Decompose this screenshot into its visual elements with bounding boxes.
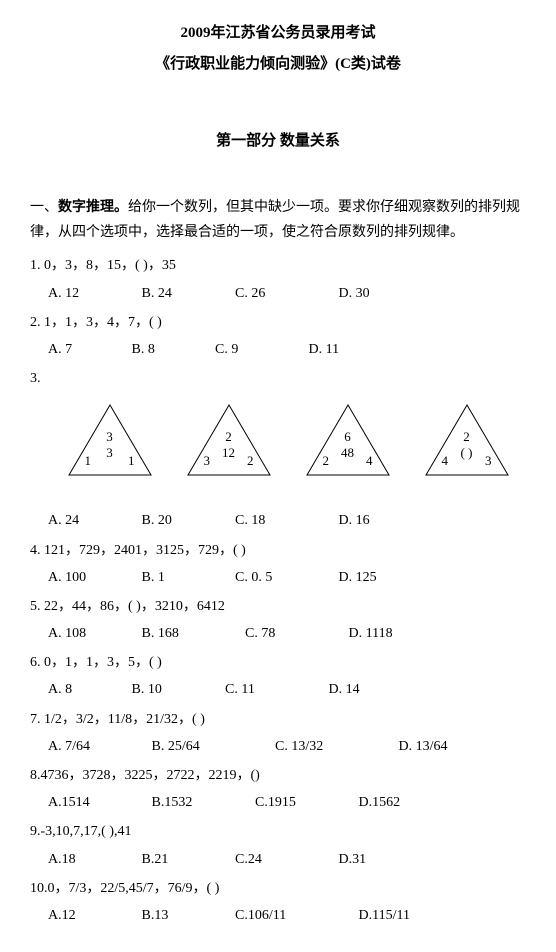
q7-options: A. 7/64 B. 25/64 C. 13/32 D. 13/64 <box>30 734 526 759</box>
q9-opt-c: C.24 <box>235 847 335 872</box>
instruction: 一、数字推理。给你一个数列，但其中缺少一项。要求你仔细观察数列的排列规律，从四个… <box>30 195 526 245</box>
triangle-br-num: 2 <box>247 449 254 472</box>
q8-options: A.1514 B.1532 C.1915 D.1562 <box>30 790 526 815</box>
triangle-mid-num: ( ) <box>422 441 512 464</box>
q4-opt-d: D. 125 <box>339 565 419 590</box>
q4-opt-c: C. 0. 5 <box>235 565 335 590</box>
q7-opt-d: D. 13/64 <box>399 734 499 759</box>
q8-stem: 8.4736，3728，3225，2722，2219，() <box>30 763 526 788</box>
q8-opt-d: D.1562 <box>359 790 439 815</box>
q2-opt-a: A. 7 <box>48 337 128 362</box>
q4-opt-b: B. 1 <box>142 565 232 590</box>
q6-opt-a: A. 8 <box>48 677 128 702</box>
q3-opt-a: A. 24 <box>48 508 138 533</box>
q2-stem: 2. 1，1，3，4，7，( ) <box>30 310 526 335</box>
q1-options: A. 12 B. 24 C. 26 D. 30 <box>30 281 526 306</box>
q10-opt-a: A.12 <box>48 903 138 928</box>
q10-options: A.12 B.13 C.106/11 D.115/11 <box>30 903 526 928</box>
q5-opt-c: C. 78 <box>245 621 345 646</box>
triangle-4: 2( )43 <box>422 403 512 478</box>
triangle-mid-num: 12 <box>184 441 274 464</box>
q10-opt-c: C.106/11 <box>235 903 355 928</box>
q7-opt-b: B. 25/64 <box>152 734 272 759</box>
q9-opt-b: B.21 <box>142 847 232 872</box>
q7-opt-a: A. 7/64 <box>48 734 148 759</box>
q5-opt-a: A. 108 <box>48 621 138 646</box>
triangle-br-num: 4 <box>366 449 373 472</box>
q5-stem: 5. 22，44，86，( )，3210，6412 <box>30 594 526 619</box>
triangle-bl-num: 3 <box>204 449 211 472</box>
q9-opt-a: A.18 <box>48 847 138 872</box>
q2-options: A. 7 B. 8 C. 9 D. 11 <box>30 337 526 362</box>
triangle-mid-num: 3 <box>65 441 155 464</box>
q6-stem: 6. 0，1，1，3，5，( ) <box>30 650 526 675</box>
triangle-3: 64824 <box>303 403 393 478</box>
q3-opt-b: B. 20 <box>142 508 232 533</box>
q1-stem: 1. 0，3，8，15，( )，35 <box>30 253 526 278</box>
q9-opt-d: D.31 <box>339 847 419 872</box>
q10-opt-d: D.115/11 <box>359 903 459 928</box>
q8-opt-c: C.1915 <box>255 790 355 815</box>
q3-options: A. 24 B. 20 C. 18 D. 16 <box>30 508 526 533</box>
instruction-prefix: 一、 <box>30 200 58 215</box>
q4-opt-a: A. 100 <box>48 565 138 590</box>
triangle-bl-num: 4 <box>442 449 449 472</box>
instruction-bold: 数字推理。 <box>58 200 128 215</box>
q10-stem: 10.0，7/3，22/5,45/7，76/9，( ) <box>30 876 526 901</box>
q1-opt-d: D. 30 <box>339 281 419 306</box>
triangle-br-num: 3 <box>485 449 492 472</box>
q2-opt-c: C. 9 <box>215 337 305 362</box>
q6-opt-d: D. 14 <box>329 677 409 702</box>
q3-opt-c: C. 18 <box>235 508 335 533</box>
q1-opt-c: C. 26 <box>235 281 335 306</box>
q4-stem: 4. 121，729，2401，3125，729，( ) <box>30 538 526 563</box>
q9-stem: 9.-3,10,7,17,( ),41 <box>30 819 526 844</box>
q6-opt-c: C. 11 <box>225 677 325 702</box>
q6-options: A. 8 B. 10 C. 11 D. 14 <box>30 677 526 702</box>
section-title: 第一部分 数量关系 <box>30 128 526 155</box>
q3-stem: 3. <box>30 366 526 391</box>
triangle-mid-num: 48 <box>303 441 393 464</box>
triangle-bl-num: 1 <box>85 449 92 472</box>
q5-opt-b: B. 168 <box>142 621 242 646</box>
q9-options: A.18 B.21 C.24 D.31 <box>30 847 526 872</box>
q5-options: A. 108 B. 168 C. 78 D. 1118 <box>30 621 526 646</box>
exam-title-main: 2009年江苏省公务员录用考试 <box>30 20 526 47</box>
q8-opt-a: A.1514 <box>48 790 148 815</box>
triangle-1: 3311 <box>65 403 155 478</box>
exam-title-sub: 《行政职业能力倾向测验》(C类)试卷 <box>30 51 526 78</box>
q1-opt-a: A. 12 <box>48 281 138 306</box>
q4-options: A. 100 B. 1 C. 0. 5 D. 125 <box>30 565 526 590</box>
q10-opt-b: B.13 <box>142 903 232 928</box>
q2-opt-b: B. 8 <box>132 337 212 362</box>
triangle-2: 21232 <box>184 403 274 478</box>
triangle-br-num: 1 <box>128 449 135 472</box>
q7-opt-c: C. 13/32 <box>275 734 395 759</box>
q1-opt-b: B. 24 <box>142 281 232 306</box>
triangle-bl-num: 2 <box>323 449 330 472</box>
q6-opt-b: B. 10 <box>132 677 222 702</box>
q8-opt-b: B.1532 <box>152 790 252 815</box>
q5-opt-d: D. 1118 <box>349 621 429 646</box>
q3-opt-d: D. 16 <box>339 508 419 533</box>
q2-opt-d: D. 11 <box>309 337 389 362</box>
triangles-row: 331121232648242( )43 <box>30 393 526 498</box>
q7-stem: 7. 1/2，3/2，11/8，21/32，( ) <box>30 707 526 732</box>
